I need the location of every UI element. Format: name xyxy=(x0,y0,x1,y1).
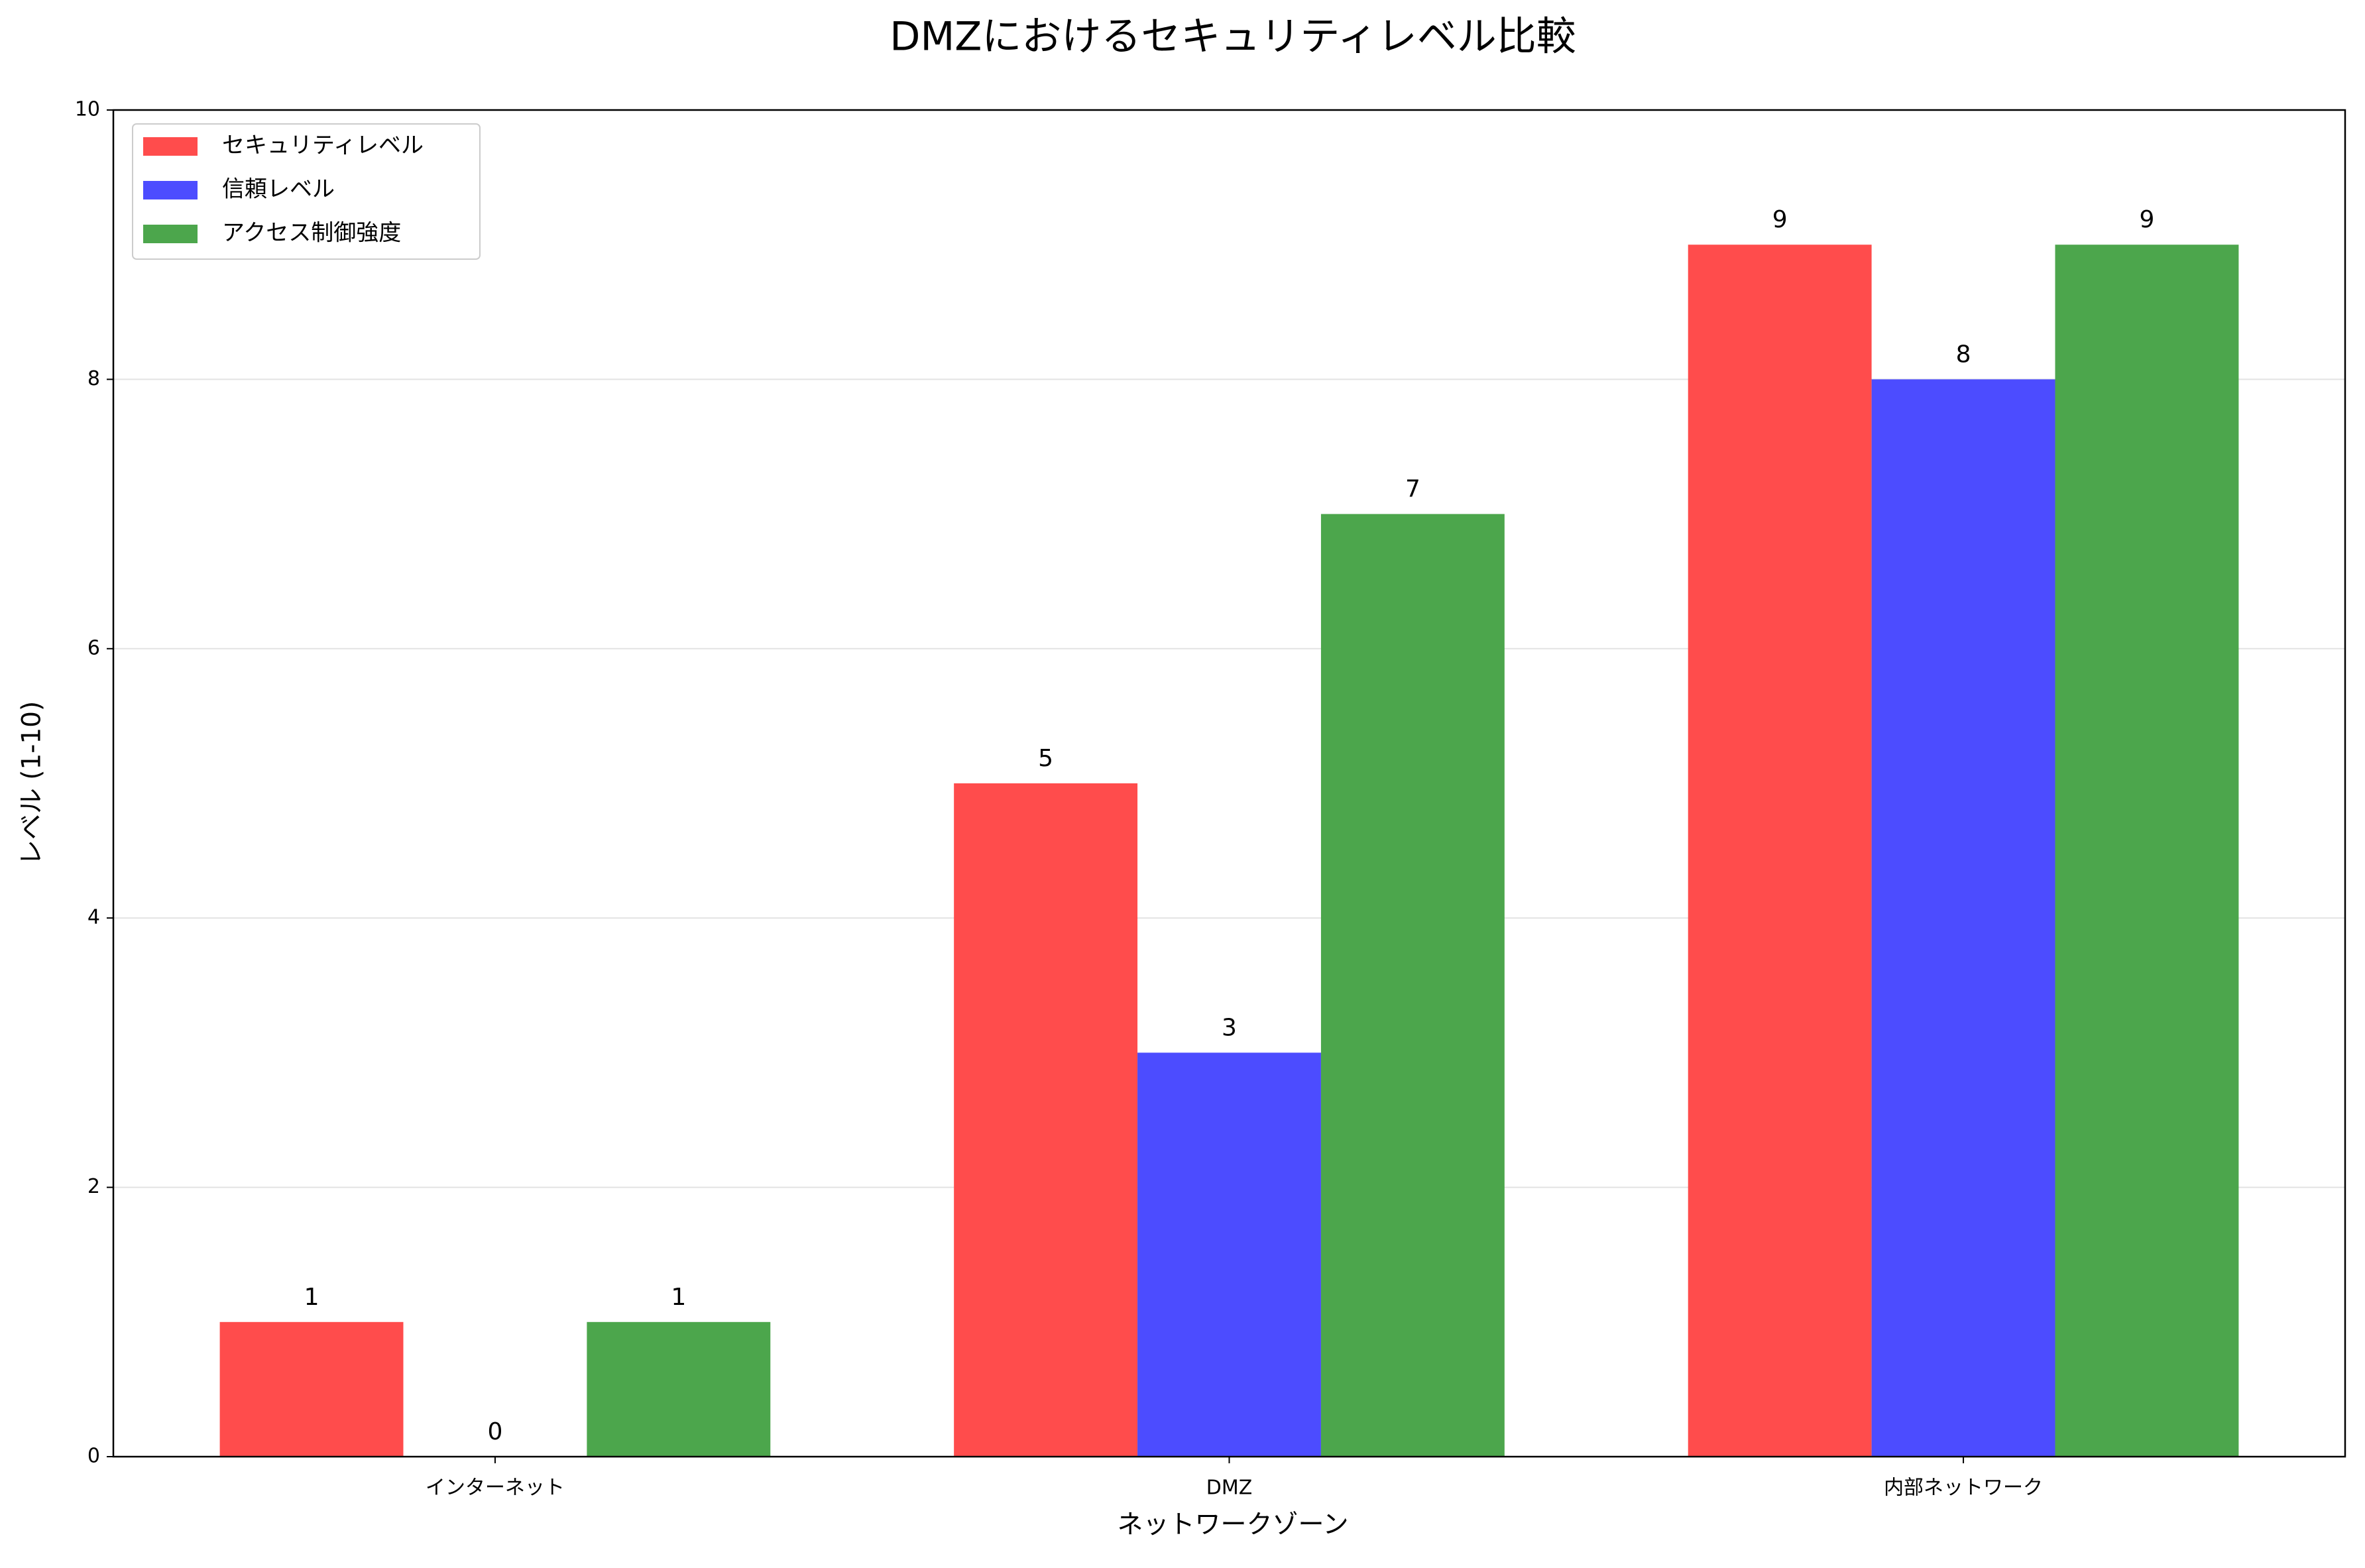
plot-frame xyxy=(112,109,2346,1458)
bar xyxy=(1137,1052,1321,1457)
y-tick-label: 6 xyxy=(87,636,100,659)
y-axis-label: レベル (1-10) xyxy=(17,701,47,866)
value-label: 0 xyxy=(487,1418,502,1445)
y-tick-label: 4 xyxy=(87,906,100,929)
y-tick-label: 0 xyxy=(87,1445,100,1468)
value-label: 8 xyxy=(1956,341,1971,368)
y-tick-label: 10 xyxy=(75,98,100,121)
bar xyxy=(1320,514,1505,1457)
bar xyxy=(954,783,1138,1457)
value-label: 3 xyxy=(1222,1014,1237,1041)
x-tick-label: 内部ネットワーク xyxy=(1884,1477,2043,1500)
legend-swatch xyxy=(143,137,198,156)
value-label: 1 xyxy=(304,1284,319,1311)
bar xyxy=(1688,245,1872,1457)
value-label: 5 xyxy=(1038,745,1053,772)
legend-label: セキュリティレベル xyxy=(222,133,424,159)
bar xyxy=(1871,379,2055,1457)
bar xyxy=(2055,245,2239,1457)
x-axis-label: ネットワークゾーン xyxy=(1117,1510,1348,1540)
legend-swatch xyxy=(143,181,198,199)
legend-swatch xyxy=(143,225,198,243)
legend-label: 信頼レベル xyxy=(222,176,335,203)
bar xyxy=(219,1321,404,1457)
x-tick-label: インターネット xyxy=(426,1477,565,1500)
value-label: 9 xyxy=(2140,206,2155,233)
legend-box xyxy=(132,123,481,260)
x-tick-label: DMZ xyxy=(1206,1477,1253,1500)
y-tick-label: 8 xyxy=(87,367,100,390)
bar xyxy=(587,1321,771,1457)
chart-title: DMZにおけるセキュリティレベル比較 xyxy=(890,14,1576,60)
y-tick-label: 2 xyxy=(87,1175,100,1198)
value-label: 7 xyxy=(1405,476,1420,503)
legend-label: アクセス制御強度 xyxy=(222,220,401,247)
value-label: 9 xyxy=(1772,206,1788,233)
value-label: 1 xyxy=(671,1284,686,1311)
